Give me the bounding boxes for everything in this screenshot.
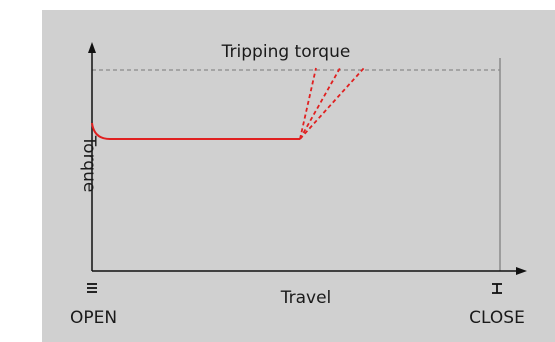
rising-torque-dash-2 xyxy=(299,67,341,140)
x-axis-arrow xyxy=(516,267,527,275)
rising-torque-dash-3 xyxy=(299,67,365,140)
close-label: CLOSE xyxy=(469,308,525,328)
tripping-torque-label: Tripping torque xyxy=(221,42,351,62)
rising-torque-dash-1 xyxy=(299,67,317,140)
open-position-icon xyxy=(87,283,97,293)
y-axis-label: Torque xyxy=(79,135,99,193)
y-axis-arrow xyxy=(88,42,96,53)
x-axis-label: Travel xyxy=(280,288,332,308)
open-label: OPEN xyxy=(70,308,117,328)
close-position-icon xyxy=(492,283,502,294)
torque-curve xyxy=(91,122,300,140)
diagram-background xyxy=(42,10,555,342)
